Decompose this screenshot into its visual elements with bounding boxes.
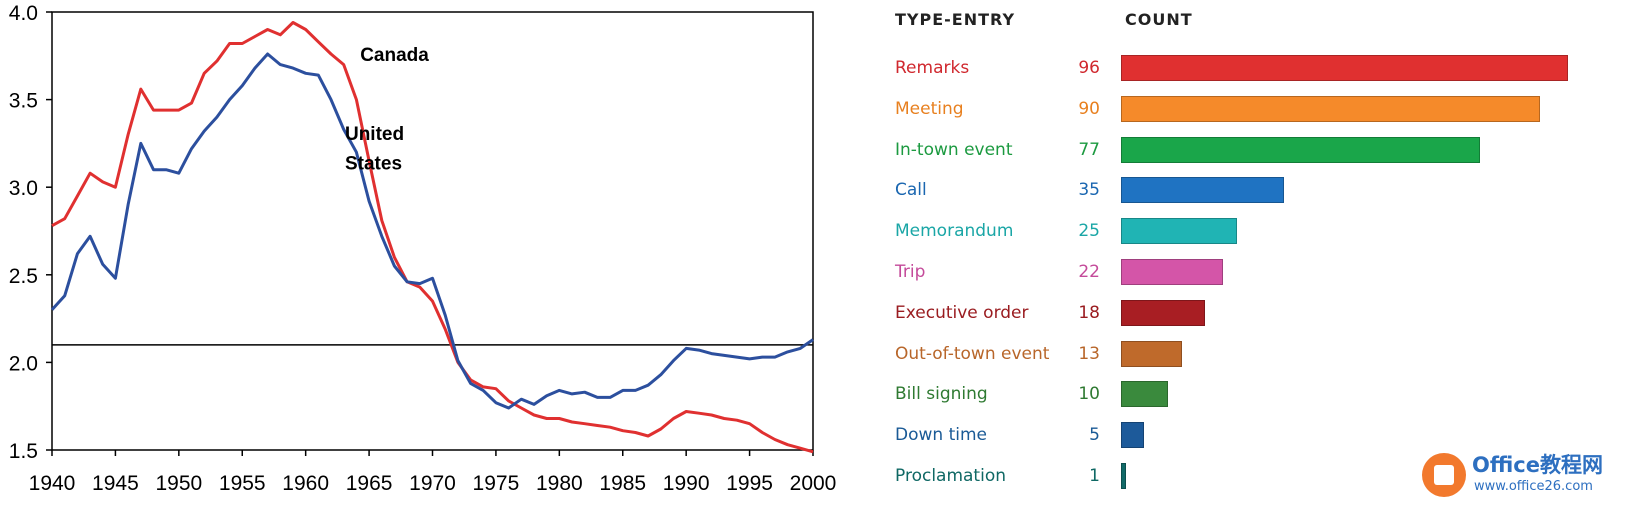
office-logo-icon bbox=[1422, 453, 1466, 497]
line-chart-axes: 1940 1945 1950 1955 1960 1965 1970 1975 1980 1985… bbox=[9, 2, 837, 495]
y-tick-label: 2.5 bbox=[9, 265, 38, 288]
bar bbox=[1121, 95, 1541, 122]
watermark: Office教程网 www.office26.com bbox=[1422, 447, 1620, 507]
x-tick-label: 1970 bbox=[409, 472, 456, 495]
bar-label: Call bbox=[895, 180, 927, 201]
bar-value-label: 90 bbox=[1078, 98, 1100, 119]
x-tick-label: 1965 bbox=[346, 472, 393, 495]
bar bbox=[1121, 136, 1480, 163]
x-tick-label: 1980 bbox=[536, 472, 583, 495]
x-tick-label: 1985 bbox=[599, 472, 646, 495]
bar-value-label: 35 bbox=[1078, 180, 1100, 201]
x-tick-label: 2000 bbox=[790, 472, 837, 495]
bar-label: In-town event bbox=[895, 139, 1013, 160]
x-tick-label: 1945 bbox=[92, 472, 139, 495]
bar-value-label: 96 bbox=[1078, 58, 1100, 78]
x-tick-label: 1950 bbox=[155, 472, 202, 495]
series-annotation: Canada bbox=[360, 45, 429, 66]
bar bbox=[1121, 177, 1284, 204]
y-tick-label: 3.0 bbox=[9, 177, 38, 200]
bar-label: Trip bbox=[895, 262, 926, 282]
column-header-count: COUNT bbox=[1125, 10, 1193, 29]
bar bbox=[1121, 340, 1182, 367]
bar-label: Proclamation bbox=[895, 466, 1006, 486]
bar bbox=[1121, 422, 1145, 449]
series-line-united-states bbox=[50, 52, 814, 410]
line-annotations: Canada United States bbox=[345, 45, 429, 175]
bar-label: Out-of-town event bbox=[895, 343, 1050, 364]
x-tick-label: 1995 bbox=[726, 472, 773, 495]
x-tick-label: 1955 bbox=[219, 472, 266, 495]
bar-chart: TYPE-ENTRY COUNT Remarks 96 Meeting 90 In-to… bbox=[870, 0, 1627, 515]
bar-label: Meeting bbox=[895, 98, 964, 119]
watermark-url: www.office26.com bbox=[1474, 479, 1593, 494]
bar-value-label: 18 bbox=[1078, 302, 1100, 323]
bar-label: Memorandum bbox=[895, 221, 1014, 242]
bar bbox=[1121, 55, 1568, 81]
series-line-canada bbox=[51, 21, 814, 454]
line-chart: 1940 1945 1950 1955 1960 1965 1970 1975 1980 1985… bbox=[9, 2, 837, 495]
bar bbox=[1121, 218, 1238, 245]
bar-value-label: 10 bbox=[1078, 384, 1100, 405]
watermark-title: Office教程网 bbox=[1472, 453, 1603, 477]
y-tick-label: 3.5 bbox=[9, 90, 38, 113]
bar-value-label: 77 bbox=[1078, 139, 1100, 160]
bar bbox=[1121, 463, 1126, 489]
bar-label: Executive order bbox=[895, 302, 1029, 323]
plot-frame bbox=[51, 11, 814, 451]
bar-label: Down time bbox=[895, 425, 987, 446]
y-tick-label: 1.5 bbox=[9, 440, 38, 463]
line-series-group bbox=[50, 21, 814, 454]
bar-value-label: 25 bbox=[1078, 221, 1100, 242]
bar-value-label: 1 bbox=[1089, 466, 1100, 486]
bar-label: Remarks bbox=[895, 58, 970, 78]
bar-label: Bill signing bbox=[895, 384, 988, 405]
series-annotation: United bbox=[345, 124, 404, 145]
series-annotation: States bbox=[345, 154, 402, 175]
x-tick-label: 1975 bbox=[473, 472, 520, 495]
bar bbox=[1121, 299, 1205, 326]
bar-value-label: 13 bbox=[1078, 343, 1100, 364]
bar-value-label: 22 bbox=[1078, 262, 1100, 282]
bar bbox=[1121, 259, 1224, 285]
column-header-type-entry: TYPE-ENTRY bbox=[895, 10, 1016, 29]
y-tick-label: 4.0 bbox=[9, 2, 38, 25]
bar bbox=[1121, 381, 1168, 408]
x-tick-label: 1960 bbox=[282, 472, 329, 495]
y-tick-label: 2.0 bbox=[9, 352, 38, 375]
bar-value-label: 5 bbox=[1089, 425, 1100, 446]
x-tick-label: 1990 bbox=[663, 472, 710, 495]
x-tick-label: 1940 bbox=[29, 472, 76, 495]
